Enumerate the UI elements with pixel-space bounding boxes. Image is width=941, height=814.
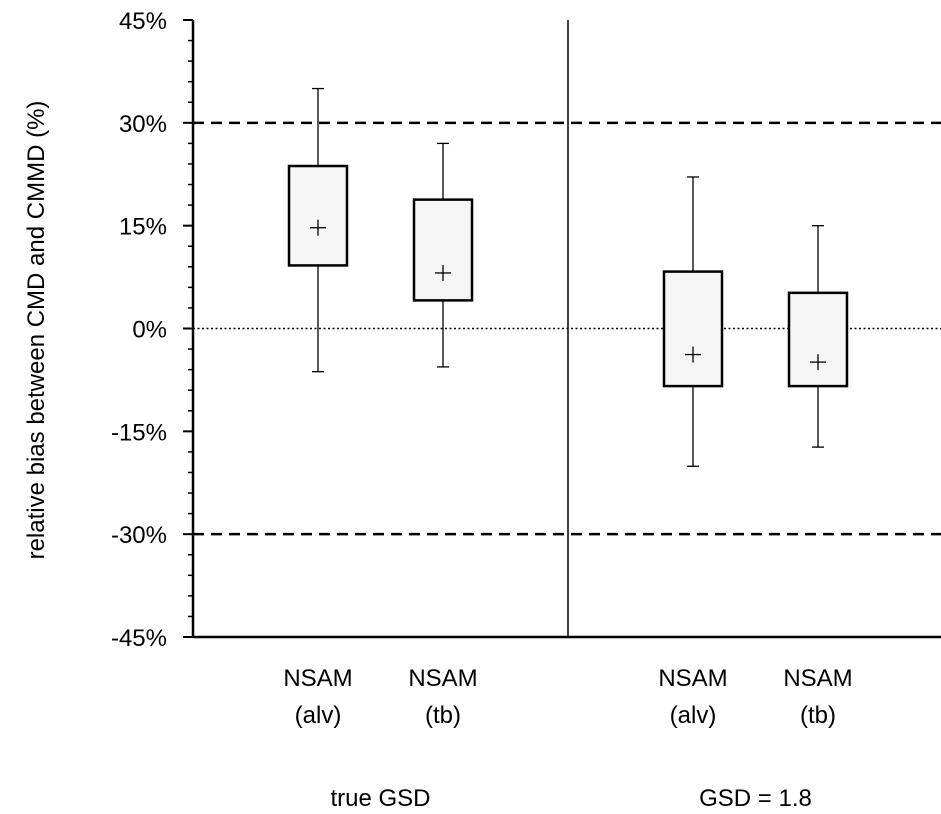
group-label: true GSD: [330, 785, 430, 812]
y-tick-label: 30%: [119, 111, 167, 138]
reference-lines-layer: [193, 20, 941, 637]
category-label: NSAM: [783, 665, 852, 692]
y-tick-label: 45%: [119, 8, 167, 35]
box-iqr: [287, 164, 349, 267]
category-label: NSAM: [658, 665, 727, 692]
axis-layer: [183, 19, 941, 639]
labels-layer: NSAM (alv) NSAM (tb) true GSD NSAM (alv) NSAM (t…: [111, 8, 853, 812]
group-label: GSD = 1.8: [699, 785, 812, 812]
box-iqr: [412, 198, 474, 302]
y-tick-label: -15%: [111, 419, 167, 446]
y-tick-label: 0%: [132, 317, 167, 344]
box-iqr: [787, 291, 849, 388]
boxes-layer: [287, 87, 849, 467]
y-tick-label: -45%: [111, 625, 167, 652]
box-iqr: [662, 270, 724, 388]
category-label: NSAM: [283, 665, 352, 692]
category-label: (alv): [670, 702, 717, 729]
category-label: (tb): [800, 702, 836, 729]
category-label: NSAM: [408, 665, 477, 692]
category-label: (alv): [295, 702, 342, 729]
y-axis-label: relative bias between CMD and CMMD (%): [23, 101, 50, 560]
y-tick-label: 15%: [119, 214, 167, 241]
y-tick-label: -30%: [111, 522, 167, 549]
category-label: (tb): [425, 702, 461, 729]
